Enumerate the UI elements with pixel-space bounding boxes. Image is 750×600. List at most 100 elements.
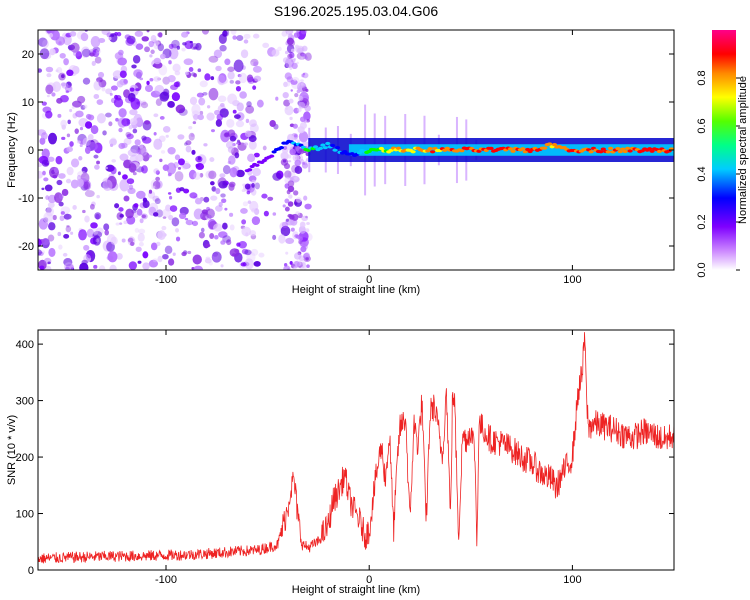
spectral-blob (153, 138, 163, 150)
spectral-blob (210, 181, 215, 186)
spectral-blob (159, 91, 170, 102)
spectral-blob (306, 264, 310, 268)
spectral-blob (119, 214, 124, 218)
spectral-blob (105, 112, 112, 118)
spectral-blob (69, 108, 73, 113)
snr-y-label: SNR (10 * v/v) (6, 415, 18, 485)
spectral-blob (162, 216, 167, 219)
spectral-blob (46, 73, 52, 78)
spectral-blob (39, 137, 46, 145)
x-tick-label: 0 (366, 274, 372, 286)
spectral-blob (42, 39, 49, 49)
spectral-blob (70, 42, 80, 53)
spectral-blob (271, 49, 280, 57)
spectral-blob (157, 43, 164, 52)
colorbar-gradient (712, 30, 736, 270)
ridge-point (317, 146, 324, 150)
spectral-blob (288, 194, 293, 199)
spectral-blob (262, 145, 267, 151)
spectral-blob (233, 59, 244, 73)
spectral-blob (58, 244, 63, 250)
spectral-blob (48, 222, 56, 231)
spectral-blob (76, 140, 81, 144)
spectral-blob (144, 46, 150, 53)
spectral-blob (285, 81, 291, 87)
ridge-point (271, 150, 277, 154)
spectral-blob (244, 130, 252, 138)
spectral-blob (286, 31, 292, 37)
spectral-blob (176, 45, 181, 50)
spectral-blob (221, 198, 227, 204)
spectral-blob (214, 109, 220, 116)
spectral-blob (84, 121, 93, 129)
spectral-blob (66, 133, 71, 138)
spectral-blob (139, 218, 144, 224)
ridge-point (598, 150, 604, 154)
spectral-blob (284, 170, 292, 179)
spectral-blob (174, 154, 181, 161)
spectral-blob (292, 260, 300, 268)
spectral-blob (80, 32, 89, 42)
spectral-blob (240, 49, 249, 59)
spectral-blob (78, 229, 87, 241)
spectral-blob (289, 148, 296, 156)
spectral-blob (185, 145, 192, 153)
spectral-blob (151, 185, 156, 190)
spectral-blob (43, 212, 54, 224)
spectral-blob (302, 72, 306, 76)
spectral-blob (244, 183, 251, 190)
spectral-blob (141, 135, 147, 141)
spectral-blob (247, 76, 255, 85)
spectral-blob (96, 194, 100, 199)
spectral-blob (192, 121, 197, 125)
spectral-blob (98, 71, 105, 79)
spectral-blob (140, 100, 147, 106)
spectral-blob (55, 155, 63, 165)
spectral-blob (38, 37, 48, 47)
ridge-point (342, 149, 348, 154)
spectral-blob (167, 74, 176, 83)
spectral-blob (229, 212, 234, 217)
spectral-blob (287, 154, 292, 159)
spectral-blob (102, 179, 113, 191)
spectral-blob (171, 92, 181, 102)
spectral-blob (161, 225, 167, 231)
spectrogram-y-ticks: -20 -10 0 10 20 (18, 49, 674, 253)
spectral-blob (96, 99, 104, 105)
spectral-blob (43, 177, 49, 182)
spectral-blob (300, 246, 307, 253)
spectral-blob (223, 132, 230, 138)
spectral-blob (110, 236, 118, 245)
spectral-blob (134, 30, 144, 37)
spectral-blob (66, 225, 70, 228)
ridge-point (312, 145, 319, 149)
spectral-blob (296, 61, 299, 65)
spectral-blob (162, 253, 169, 260)
spectral-blob (220, 193, 226, 198)
spectral-blob (280, 158, 289, 166)
ridge-point (620, 147, 626, 151)
spectral-blob (305, 152, 310, 157)
spectral-blob (76, 178, 84, 188)
spectral-blob (267, 196, 274, 201)
spectral-blob (294, 92, 299, 98)
spectral-blob (83, 181, 91, 190)
spectral-blob (98, 265, 106, 270)
colorbar-tick-label: 0.0 (696, 262, 708, 277)
spectral-blob (41, 159, 50, 167)
spectral-blob (105, 88, 113, 95)
ridge-point (622, 149, 628, 154)
ridge-point (427, 146, 433, 151)
spectral-blob (226, 118, 235, 128)
x-tick-label: -100 (155, 574, 177, 586)
spectral-blob (56, 97, 63, 104)
spectral-blob (119, 222, 123, 225)
spectral-blob (247, 153, 256, 163)
spectral-blob (251, 183, 255, 188)
spectral-blob (249, 119, 257, 128)
spectral-blob (241, 189, 246, 193)
spectral-blob (139, 77, 144, 81)
spectral-blob (218, 33, 227, 45)
spectral-blob (295, 197, 302, 203)
spectral-blob (108, 36, 112, 41)
